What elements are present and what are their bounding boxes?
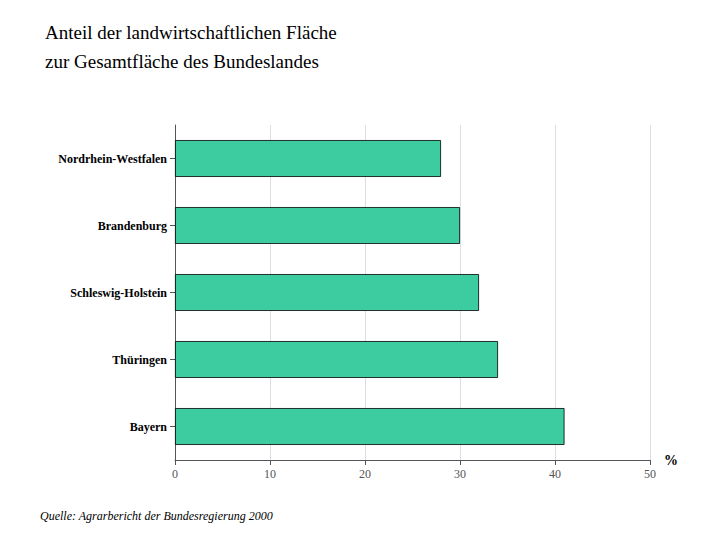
svg-text:Bayern: Bayern <box>130 420 168 434</box>
svg-text:%: % <box>664 453 678 468</box>
svg-text:Quelle: Agrarbericht der Bunde: Quelle: Agrarbericht der Bundesregierung… <box>40 509 273 523</box>
svg-text:0: 0 <box>172 467 178 481</box>
svg-text:30: 30 <box>454 467 466 481</box>
svg-text:20: 20 <box>359 467 371 481</box>
svg-text:zur Gesamtfläche des Bundeslan: zur Gesamtfläche des Bundeslandes <box>45 51 319 72</box>
svg-text:Schleswig-Holstein: Schleswig-Holstein <box>70 286 167 300</box>
svg-text:50: 50 <box>644 467 656 481</box>
svg-text:40: 40 <box>549 467 561 481</box>
svg-text:10: 10 <box>264 467 276 481</box>
svg-text:Brandenburg: Brandenburg <box>98 219 167 233</box>
svg-text:Nordrhein-Westfalen: Nordrhein-Westfalen <box>58 152 167 166</box>
svg-text:Anteil der landwirtschaftliche: Anteil der landwirtschaftlichen Fläche <box>45 22 337 43</box>
svg-text:Thüringen: Thüringen <box>112 353 167 367</box>
